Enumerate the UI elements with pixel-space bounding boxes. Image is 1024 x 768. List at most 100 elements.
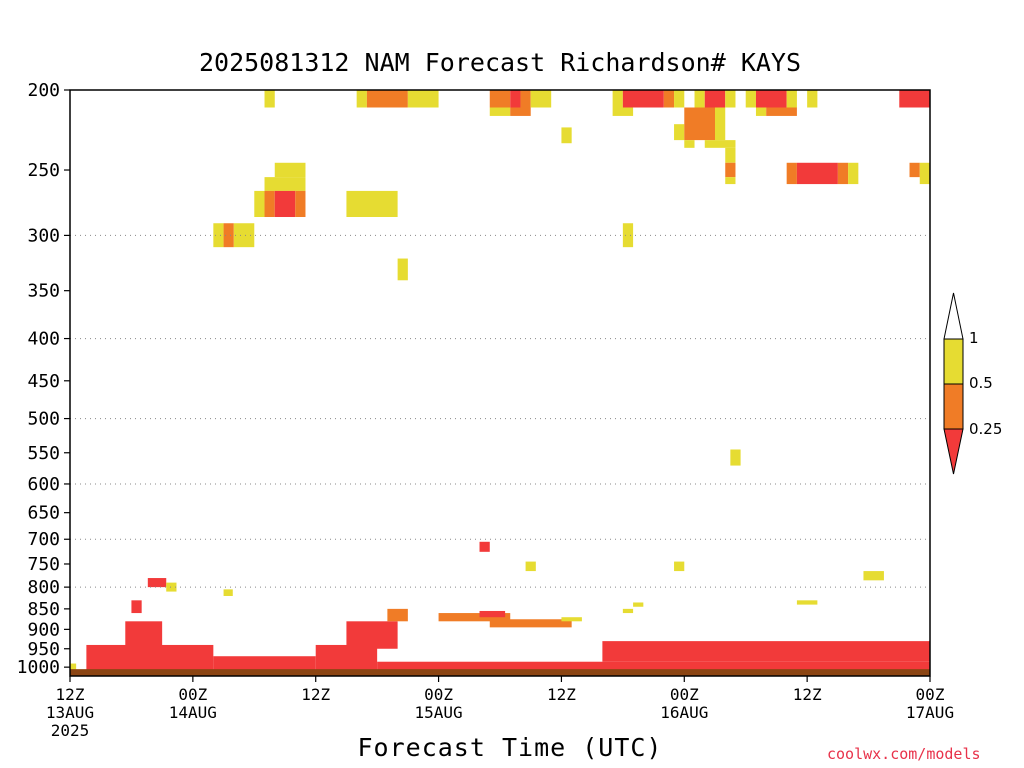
ri-cell (70, 663, 77, 671)
ri-cell (166, 582, 177, 592)
y-tick-label: 750 (27, 554, 60, 575)
y-tick-label: 250 (27, 160, 60, 181)
ri-cell (725, 162, 736, 178)
ri-cell (766, 107, 797, 116)
ri-cell (407, 90, 439, 108)
ri-cell (264, 190, 275, 218)
x-tick-label: 17AUG (906, 703, 954, 722)
ri-cell (807, 90, 818, 108)
ri-cell (674, 90, 685, 108)
ri-cell (510, 107, 531, 116)
ri-cell (663, 90, 675, 108)
ri-cell (346, 190, 398, 218)
ri-cell (264, 90, 275, 108)
y-tick-label: 650 (27, 503, 60, 524)
legend-label: 1 (969, 329, 979, 347)
ri-cell (715, 107, 726, 141)
ri-cell (561, 127, 572, 144)
ri-cell (633, 602, 644, 607)
ri-cell (730, 449, 741, 466)
ri-cell (612, 107, 634, 116)
y-tick-label: 950 (27, 639, 60, 660)
ri-cell (264, 177, 306, 191)
ri-cell (674, 124, 685, 141)
y-tick-label: 500 (27, 409, 60, 430)
ri-cell (438, 613, 511, 622)
ri-cell (274, 162, 306, 178)
y-tick-label: 600 (27, 474, 60, 495)
ri-cell (233, 223, 255, 248)
ri-cell (479, 541, 490, 552)
y-tick-label: 200 (27, 80, 60, 101)
ri-cell (796, 162, 838, 185)
ri-cell (725, 90, 736, 108)
ri-cell (356, 90, 367, 108)
ri-cell (848, 162, 859, 185)
ri-cell (909, 162, 920, 178)
ri-cell (254, 190, 265, 218)
x-tick-label: 12Z (56, 685, 85, 704)
ri-cell (223, 589, 233, 596)
ri-cell (674, 561, 685, 572)
ri-cell (377, 661, 931, 671)
ri-cell (755, 90, 787, 108)
ri-cell (919, 162, 930, 185)
ri-cell (520, 90, 531, 108)
legend-arrow-low (943, 428, 964, 475)
y-axis-ticks: 200 250 300 350 400 450 500 550 600 650 700 7508008… (17, 80, 70, 678)
x-tick-label: 2025 (51, 721, 90, 740)
x-tick-label: 13AUG (46, 703, 94, 722)
ri-cell (622, 90, 664, 108)
ri-cell (622, 608, 634, 614)
legend-label: 0.5 (969, 374, 993, 392)
plot-frame (69, 89, 931, 677)
ri-cell (755, 107, 767, 116)
ri-cell (684, 140, 695, 148)
ri-cell (530, 90, 552, 108)
legend-swatch-yellow (943, 338, 964, 385)
y-tick-label: 300 (27, 225, 60, 246)
ri-cell (704, 140, 736, 148)
y-tick-label: 450 (27, 371, 60, 392)
ri-cell (786, 90, 797, 108)
ri-cell (86, 644, 214, 671)
x-tick-label: 00Z (178, 685, 207, 704)
x-tick-label: 00Z (916, 685, 945, 704)
ground-fill (70, 669, 930, 676)
ri-cell (796, 600, 818, 605)
legend-label: 0.25 (969, 420, 1002, 438)
chart-title: 2025081312 NAM Forecast Richardson# KAYS (198, 48, 802, 77)
x-axis-title: Forecast Time (UTC) (357, 733, 663, 762)
ri-cell (147, 578, 167, 588)
ri-cell (223, 223, 234, 248)
ri-cell (366, 90, 408, 108)
ri-cell (274, 190, 296, 218)
ri-cell (786, 162, 797, 185)
legend-swatch-orange (943, 383, 964, 430)
ri-cell (346, 621, 398, 649)
x-tick-label: 15AUG (414, 703, 462, 722)
data-cells (70, 90, 931, 671)
colorbar-legend: 1 0.5 0.25 (943, 292, 1002, 475)
y-tick-label: 700 (27, 529, 60, 550)
y-tick-label: 400 (27, 329, 60, 350)
ri-cell (725, 177, 736, 185)
ri-cell (561, 617, 582, 622)
ri-cell (863, 571, 884, 581)
x-tick-label: 16AUG (660, 703, 708, 722)
ri-cell (125, 621, 163, 649)
x-tick-label: 00Z (424, 685, 453, 704)
ri-cell (213, 223, 224, 248)
x-tick-label: 00Z (670, 685, 699, 704)
ri-cell (489, 90, 511, 108)
grid-lines (70, 234, 930, 588)
y-tick-label: 900 (27, 619, 60, 640)
x-tick-label: 12Z (793, 685, 822, 704)
ri-cell (489, 619, 572, 628)
ri-cell (602, 641, 930, 662)
ri-cell (295, 190, 306, 218)
y-tick-label: 800 (27, 577, 60, 598)
ri-cell (837, 162, 849, 185)
x-tick-label: 12Z (301, 685, 330, 704)
ri-cell (479, 610, 506, 618)
